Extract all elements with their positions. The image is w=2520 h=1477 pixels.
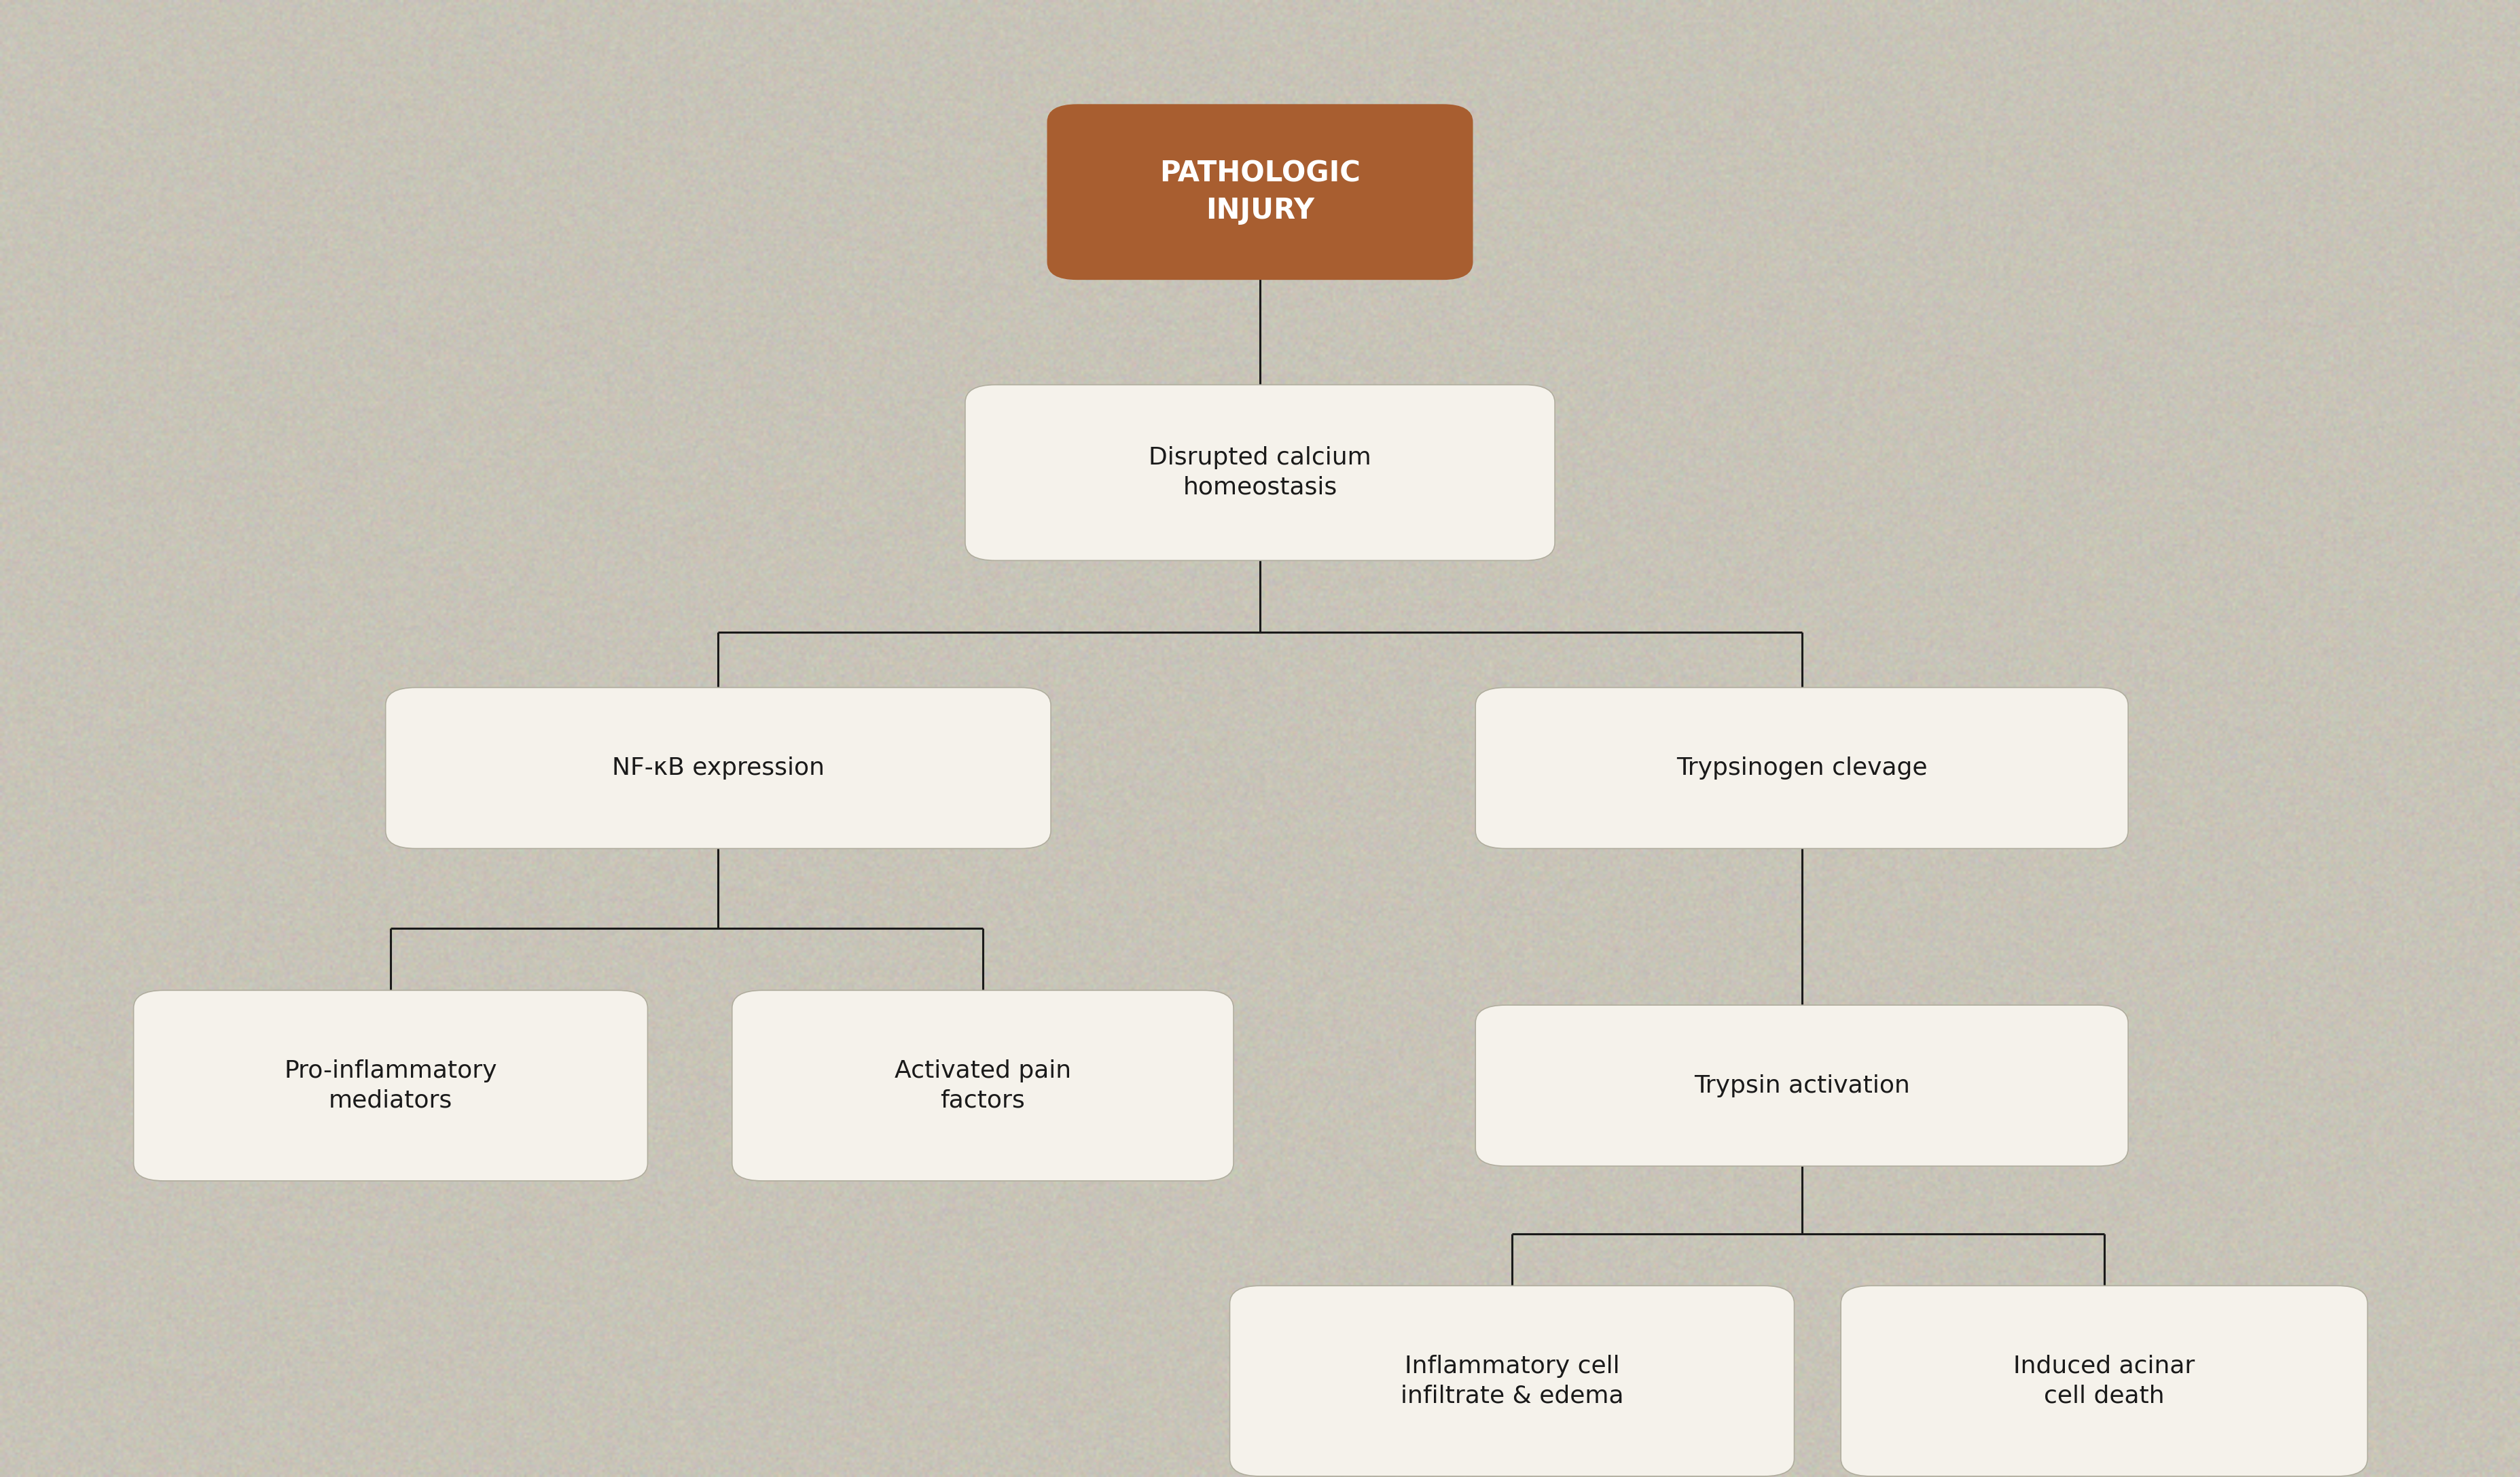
FancyBboxPatch shape — [1474, 1004, 2127, 1167]
FancyBboxPatch shape — [965, 384, 1555, 560]
FancyBboxPatch shape — [731, 990, 1235, 1182]
FancyBboxPatch shape — [1048, 105, 1472, 281]
FancyBboxPatch shape — [1230, 1285, 1794, 1477]
FancyBboxPatch shape — [1474, 688, 2127, 848]
Text: NF-κB expression: NF-κB expression — [612, 756, 824, 780]
Text: Pro-inflammatory
mediators: Pro-inflammatory mediators — [285, 1059, 496, 1112]
Text: Inflammatory cell
infiltrate & edema: Inflammatory cell infiltrate & edema — [1401, 1354, 1623, 1408]
Text: Trypsin activation: Trypsin activation — [1693, 1074, 1910, 1097]
Text: Activated pain
factors: Activated pain factors — [895, 1059, 1071, 1112]
FancyBboxPatch shape — [134, 990, 648, 1182]
Text: Trypsinogen clevage: Trypsinogen clevage — [1676, 756, 1928, 780]
Text: PATHOLOGIC
INJURY: PATHOLOGIC INJURY — [1159, 160, 1361, 225]
Text: Induced acinar
cell death: Induced acinar cell death — [2013, 1354, 2195, 1408]
Text: Disrupted calcium
homeostasis: Disrupted calcium homeostasis — [1149, 446, 1371, 499]
FancyBboxPatch shape — [386, 688, 1051, 848]
FancyBboxPatch shape — [1840, 1285, 2369, 1477]
